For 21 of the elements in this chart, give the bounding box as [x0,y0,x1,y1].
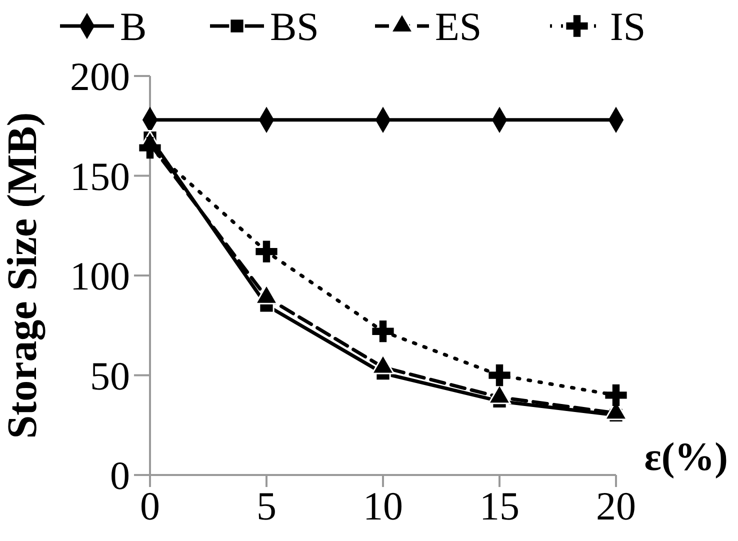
legend-label: ES [435,4,482,49]
y-tick-label: 50 [90,353,130,398]
point [605,384,627,406]
y-tick-label: 100 [70,254,130,298]
legend-label: BS [270,4,319,49]
x-tick-label: 0 [140,483,160,528]
x-tick-label: 15 [480,483,520,528]
x-axis-title: ε(%) [644,434,728,479]
legend-label: B [120,4,147,49]
x-tick-label: 5 [256,483,276,528]
x-tick-label: 20 [596,483,636,528]
point [372,320,394,342]
y-tick-label: 0 [110,453,130,498]
y-tick-label: 150 [70,154,130,199]
point [139,137,161,159]
y-axis-title: Storage Size (MB) [0,112,46,439]
point [256,240,278,262]
y-tick-label: 200 [70,54,130,99]
x-tick-label: 10 [363,483,403,528]
point [488,364,510,386]
legend-label: IS [610,4,646,49]
